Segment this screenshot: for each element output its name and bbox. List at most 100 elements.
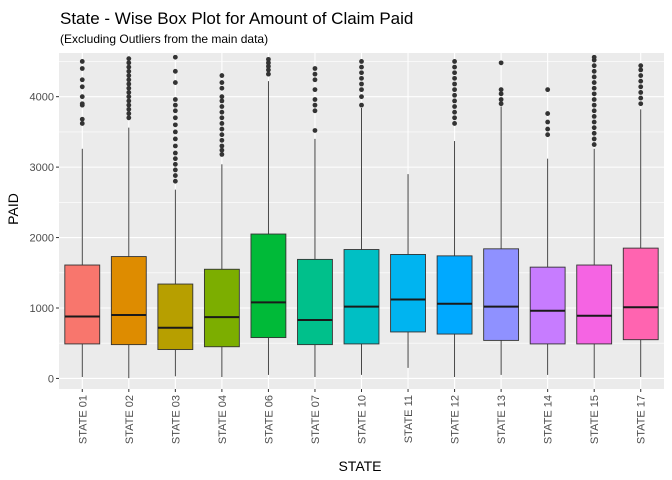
outlier-point: [126, 98, 132, 104]
box-iqr: [110, 256, 147, 346]
outlier-point: [172, 167, 178, 173]
outlier-point: [219, 109, 225, 115]
outlier-point: [172, 115, 178, 121]
outlier-point: [172, 156, 178, 162]
box-state-04: [203, 73, 240, 378]
outlier-point: [498, 97, 504, 102]
outlier-point: [312, 77, 318, 83]
x-axis-title: STATE: [338, 458, 381, 474]
outlier-point: [266, 63, 271, 69]
outlier-point: [172, 161, 178, 167]
outlier-point: [172, 122, 178, 128]
outlier-point: [545, 111, 551, 116]
x-axis: STATE 01 STATE 02 STATE 03 STATE 04 STATE 06…: [77, 389, 648, 444]
outlier-point: [126, 64, 132, 70]
y-axis: 0 1000 2000 3000 4000: [30, 92, 59, 385]
outlier-point: [79, 101, 85, 107]
outlier-point: [219, 121, 225, 126]
box-state-17: [622, 63, 659, 378]
box-state-06: [250, 56, 287, 375]
outlier-point: [79, 116, 85, 122]
x-tick-label: STATE 11: [403, 395, 415, 443]
box-state-10: [343, 59, 380, 375]
outlier-point: [452, 87, 457, 93]
outlier-point: [638, 101, 644, 107]
outlier-point: [638, 63, 644, 69]
outlier-point: [312, 108, 318, 114]
y-tick-label: 3000: [30, 162, 54, 174]
outlier-point: [266, 60, 271, 66]
outlier-point: [452, 115, 457, 121]
outlier-point: [591, 102, 597, 108]
outlier-point: [452, 59, 457, 64]
outlier-point: [172, 54, 178, 60]
outlier-point: [498, 60, 504, 66]
chart-subtitle: (Excluding Outliers from the main data): [60, 32, 268, 46]
outlier-point: [172, 143, 178, 149]
box-state-03: [157, 54, 194, 377]
outlier-point: [219, 115, 225, 121]
x-tick-label: STATE 10: [357, 395, 369, 444]
outlier-point: [498, 87, 504, 93]
outlier-point: [359, 81, 364, 87]
outlier-point: [172, 129, 178, 135]
outlier-point: [266, 67, 271, 73]
outlier-point: [126, 115, 132, 121]
outlier-point: [638, 73, 644, 78]
outlier-point: [638, 67, 644, 73]
outlier-point: [172, 108, 178, 114]
box-iqr: [390, 254, 426, 333]
outlier-point: [126, 111, 132, 116]
boxes-layer: [64, 54, 659, 379]
box-state-11: [390, 174, 426, 368]
outlier-point: [126, 77, 132, 83]
x-tick-label: STATE 12: [450, 395, 462, 444]
outlier-point: [219, 73, 225, 78]
outlier-point: [172, 136, 178, 142]
outlier-point: [452, 64, 457, 70]
outlier-point: [591, 74, 597, 80]
outlier-point: [312, 71, 318, 77]
outlier-point: [312, 97, 318, 102]
outlier-point: [79, 77, 85, 83]
box-iqr: [157, 283, 194, 351]
x-tick-label: STATE 13: [496, 395, 508, 444]
box-iqr: [622, 247, 659, 341]
outlier-point: [312, 128, 318, 133]
outlier-point: [126, 73, 132, 78]
outlier-point: [126, 56, 132, 62]
outlier-point: [266, 71, 271, 77]
box-state-14: [529, 87, 566, 375]
x-tick-label: STATE 15: [589, 395, 601, 444]
box-iqr: [203, 268, 240, 348]
box-iqr: [483, 248, 520, 341]
box-iqr: [343, 249, 380, 345]
box-iqr: [297, 258, 333, 346]
outlier-point: [498, 91, 504, 97]
outlier-point: [126, 90, 132, 95]
outlier-point: [591, 85, 597, 91]
x-tick-label: STATE 07: [310, 395, 322, 444]
outlier-point: [219, 132, 225, 138]
outlier-point: [79, 84, 85, 90]
outlier-point: [312, 87, 318, 93]
x-tick-label: STATE 06: [263, 395, 275, 444]
outlier-point: [545, 119, 551, 125]
outlier-point: [591, 97, 597, 102]
y-tick-label: 4000: [30, 92, 54, 104]
box-iqr: [250, 233, 287, 339]
x-tick-label: STATE 03: [170, 395, 182, 444]
outlier-point: [545, 132, 551, 138]
outlier-point: [126, 94, 132, 100]
box-iqr: [576, 264, 613, 345]
outlier-point: [359, 87, 364, 93]
chart-title: State - Wise Box Plot for Amount of Clai…: [60, 9, 413, 28]
outlier-point: [591, 91, 597, 97]
box-state-13: [483, 60, 520, 375]
y-tick-label: 2000: [30, 233, 54, 245]
box-state-02: [110, 56, 147, 379]
outlier-point: [591, 136, 597, 142]
y-axis-title: PAID: [5, 193, 21, 225]
outlier-point: [79, 66, 85, 71]
x-tick-label: STATE 02: [124, 395, 136, 444]
